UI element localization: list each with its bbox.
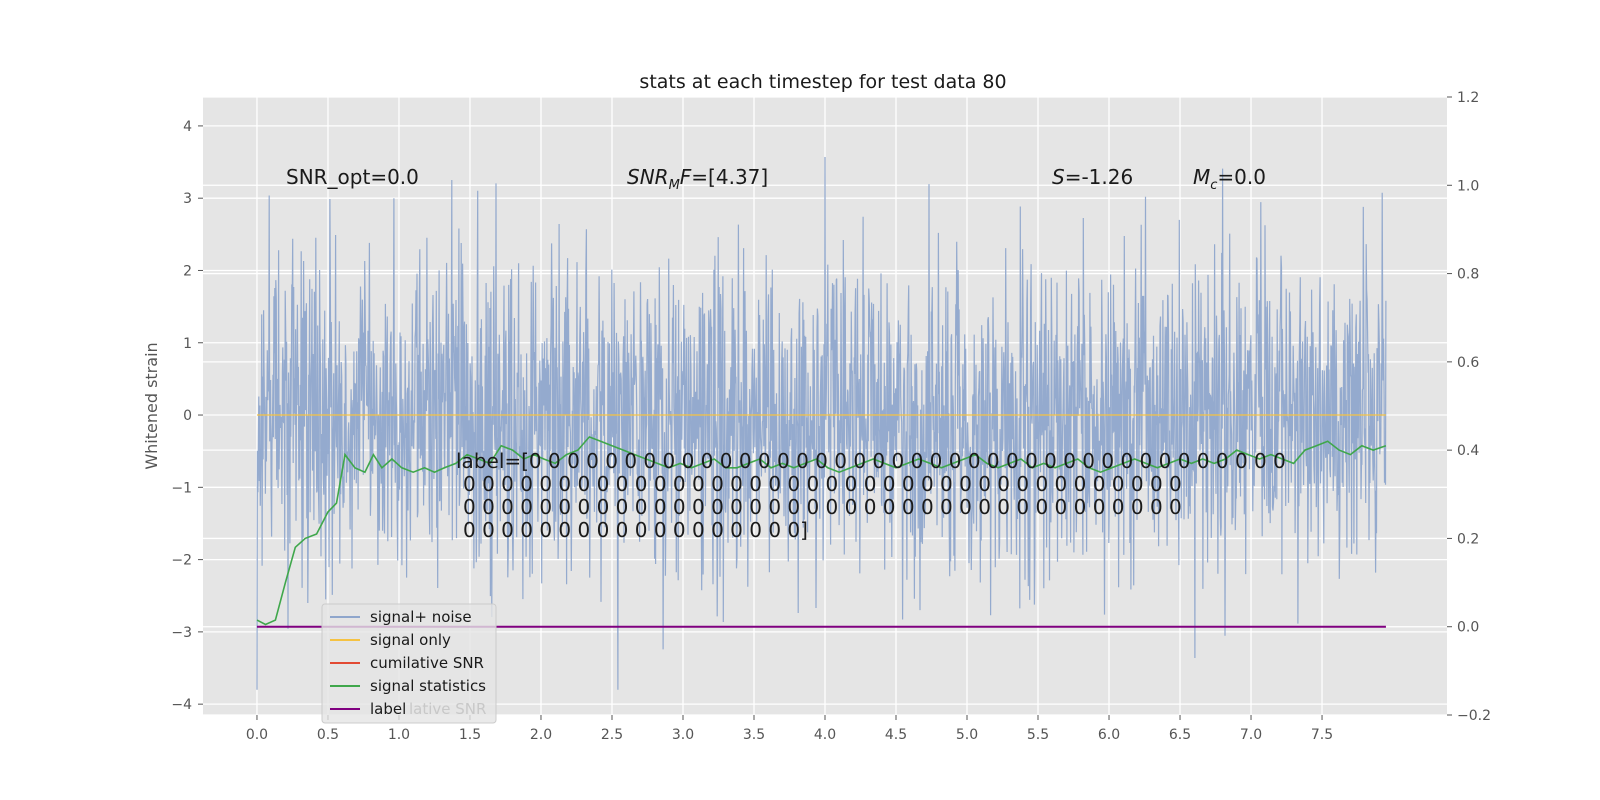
svg-text:SNRMF=[4.37]: SNRMF=[4.37] <box>627 165 768 193</box>
svg-text:Mc=0.0: Mc=0.0 <box>1193 165 1266 193</box>
y2-tick-label: 0.4 <box>1457 443 1479 459</box>
label-line-3: 0 0 0 0 0 0 0 0 0 0 0 0 0 0 0 0 0 0 0 0 … <box>463 495 1182 519</box>
y-tick-label: 4 <box>183 119 192 135</box>
signal-plus-noise-line <box>256 156 1387 690</box>
x-tick-label: 3.0 <box>672 727 694 743</box>
y2-tick-label: 0.2 <box>1457 531 1479 547</box>
legend-label-label: label <box>370 700 406 718</box>
x-axis: 0.0 0.5 1.0 1.5 2.0 2.5 3.0 3.5 4.0 4.5 5.0 5.5 6.0 6… <box>246 715 1333 743</box>
y-tick-label: −3 <box>171 625 192 641</box>
y2-tick-label: 1.2 <box>1457 90 1479 106</box>
y-tick-label: −2 <box>171 553 192 569</box>
x-tick-label: 4.5 <box>885 727 907 743</box>
annotation-mc: Mc=0.0 <box>1193 165 1266 193</box>
y-tick-label: 0 <box>183 408 192 424</box>
label-line-2: 0 0 0 0 0 0 0 0 0 0 0 0 0 0 0 0 0 0 0 0 … <box>463 472 1182 496</box>
x-tick-label: 2.0 <box>530 727 552 743</box>
y-tick-label: 1 <box>183 336 192 352</box>
label-line-4: 0 0 0 0 0 0 0 0 0 0 0 0 0 0 0 0 0 0] <box>463 518 808 542</box>
series-signal-plus-noise <box>256 156 1387 690</box>
legend-overlap-text: lative SNR <box>409 700 486 718</box>
annotation-mc-value: =0.0 <box>1217 165 1266 189</box>
x-tick-label: 3.5 <box>743 727 765 743</box>
x-tick-label: 5.5 <box>1027 727 1049 743</box>
x-tick-label: 6.0 <box>1098 727 1120 743</box>
annotation-s-stat: S=-1.26 <box>1052 165 1133 189</box>
annotation-s-stat-value: =-1.26 <box>1065 165 1134 189</box>
y-axis-label: Whitened strain <box>142 342 161 469</box>
y-tick-label: −4 <box>171 697 192 713</box>
signal-statistics-line <box>256 435 1387 626</box>
x-tick-label: 6.5 <box>1169 727 1191 743</box>
chart-title: stats at each timestep for test data 80 <box>639 71 1006 93</box>
y2-tick-label: 0.8 <box>1457 267 1479 283</box>
legend-box <box>321 603 497 724</box>
x-tick-label: 2.5 <box>601 727 623 743</box>
y2-tick-label: 1.0 <box>1457 178 1479 194</box>
legend-label-signal-only: signal only <box>370 631 451 649</box>
legend-label-signal-statistics: signal statistics <box>370 677 486 695</box>
legend: lative SNR signal+ noise signal only cum… <box>321 603 497 724</box>
legend-label-signal-plus-noise: signal+ noise <box>370 608 472 626</box>
label-text-block: label=[0 0 0 0 0 0 0 0 0 0 0 0 0 0 0 0 0… <box>456 449 1286 542</box>
x-tick-label: 0.0 <box>246 727 268 743</box>
svg-text:S=-1.26: S=-1.26 <box>1052 165 1133 189</box>
x-tick-label: 1.0 <box>388 727 410 743</box>
x-tick-label: 5.0 <box>956 727 978 743</box>
annotation-snr-mf-value: =[4.37] <box>691 165 768 189</box>
y-tick-label: 2 <box>183 263 192 279</box>
x-tick-label: 0.5 <box>317 727 339 743</box>
annotation-snr-mf: SNRMF=[4.37] <box>627 165 768 193</box>
annotation-snr-opt: SNR_opt=0.0 <box>286 165 419 189</box>
label-line-1: label=[0 0 0 0 0 0 0 0 0 0 0 0 0 0 0 0 0… <box>456 449 1286 473</box>
x-tick-label: 7.5 <box>1311 727 1333 743</box>
y-axis-right: 1.2 1.0 0.8 0.6 0.4 0.2 0.0 −0.2 <box>1447 90 1491 724</box>
y2-tick-label: −0.2 <box>1457 708 1491 724</box>
x-tick-label: 4.0 <box>814 727 836 743</box>
y-tick-label: −1 <box>171 480 192 496</box>
y-axis-left: 4 3 2 1 0 −1 −2 −3 −4 <box>171 119 203 713</box>
y2-tick-label: 0.6 <box>1457 355 1479 371</box>
x-tick-label: 1.5 <box>459 727 481 743</box>
legend-label-cumilative-snr: cumilative SNR <box>370 654 484 672</box>
x-tick-label: 7.0 <box>1240 727 1262 743</box>
y2-tick-label: 0.0 <box>1457 620 1479 636</box>
y-tick-label: 3 <box>183 191 192 207</box>
